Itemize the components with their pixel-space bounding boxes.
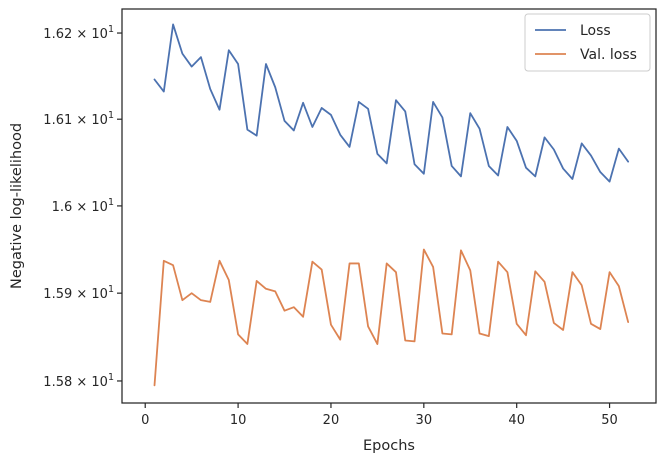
series-line-0 xyxy=(153,23,630,183)
series-lines xyxy=(153,23,630,387)
plot-area xyxy=(121,8,657,404)
y-axis: 1.58 × 101 1.59 × 101 1.6 × 101 1.61 × 101 1… xyxy=(43,24,122,390)
x-tick-label: 30 xyxy=(416,413,433,428)
y-tick-label: 1.61 × 101 xyxy=(43,110,114,128)
y-tick-label: 1.58 × 101 xyxy=(43,372,114,390)
legend-label-loss: Loss xyxy=(580,23,611,39)
y-tick-label: 1.62 × 101 xyxy=(43,24,114,42)
x-axis-label: Epochs xyxy=(363,438,415,454)
x-tick-label: 20 xyxy=(323,413,340,428)
x-tick-label: 10 xyxy=(230,413,247,428)
legend-frame xyxy=(524,13,651,72)
legend-label-val-loss: Val. loss xyxy=(580,47,637,63)
y-tick-label: 1.6 × 101 xyxy=(52,197,114,215)
y-tick-label: 1.59 × 101 xyxy=(43,284,114,302)
x-tick-label: 40 xyxy=(508,413,525,428)
x-axis: 0 10 20 30 40 50 xyxy=(141,403,618,428)
legend: Loss Val. loss xyxy=(524,13,651,72)
x-tick-label: 50 xyxy=(601,413,618,428)
series-line-1 xyxy=(153,248,630,387)
x-tick-label: 0 xyxy=(141,413,149,428)
y-axis-label: Negative log-likelihood xyxy=(9,123,25,289)
